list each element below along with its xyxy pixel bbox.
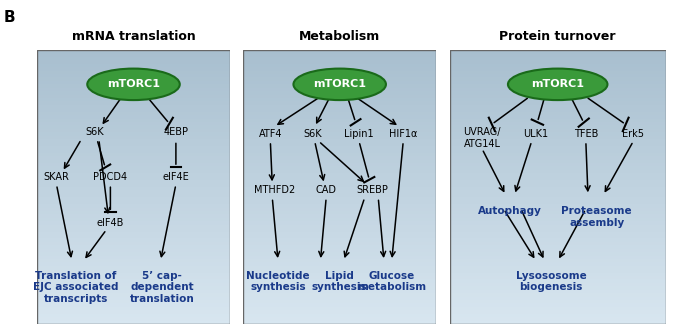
Text: S6K: S6K bbox=[86, 127, 104, 137]
Ellipse shape bbox=[508, 68, 608, 100]
Text: Nucleotide
synthesis: Nucleotide synthesis bbox=[246, 271, 310, 292]
Text: ULK1: ULK1 bbox=[523, 129, 549, 139]
Text: ATF4: ATF4 bbox=[259, 129, 282, 139]
Text: mRNA translation: mRNA translation bbox=[72, 30, 195, 43]
Text: HIF1α: HIF1α bbox=[389, 129, 418, 139]
Text: CAD: CAD bbox=[316, 185, 337, 195]
Text: PDCD4: PDCD4 bbox=[93, 172, 128, 182]
Text: Glucose
metabolism: Glucose metabolism bbox=[357, 271, 427, 292]
Text: UVRAG/
ATG14L: UVRAG/ ATG14L bbox=[463, 127, 501, 149]
Text: 5’ cap-
dependent
translation: 5’ cap- dependent translation bbox=[130, 271, 195, 304]
Ellipse shape bbox=[87, 68, 180, 100]
Text: Protein turnover: Protein turnover bbox=[500, 30, 616, 43]
Text: B: B bbox=[3, 10, 15, 25]
Text: eIF4B: eIF4B bbox=[97, 218, 124, 228]
Text: SREBP: SREBP bbox=[356, 185, 389, 195]
Text: 4EBP: 4EBP bbox=[164, 127, 189, 137]
Text: Lipin1: Lipin1 bbox=[344, 129, 374, 139]
Text: Lipid
synthesis: Lipid synthesis bbox=[312, 271, 368, 292]
Text: S6K: S6K bbox=[304, 129, 322, 139]
Text: Autophagy: Autophagy bbox=[478, 206, 542, 216]
Text: Translation of
EJC associated
transcripts: Translation of EJC associated transcript… bbox=[33, 271, 118, 304]
Text: SKAR: SKAR bbox=[43, 172, 70, 182]
Text: mTORC1: mTORC1 bbox=[313, 79, 366, 89]
Text: MTHFD2: MTHFD2 bbox=[254, 185, 295, 195]
Text: Lysososome
biogenesis: Lysososome biogenesis bbox=[516, 271, 587, 292]
Text: mTORC1: mTORC1 bbox=[531, 79, 584, 89]
Text: Proteasome
assembly: Proteasome assembly bbox=[561, 206, 632, 228]
Text: eIF4E: eIF4E bbox=[162, 172, 189, 182]
Text: Metabolism: Metabolism bbox=[299, 30, 381, 43]
Text: Erk5: Erk5 bbox=[623, 129, 644, 139]
Text: TFEB: TFEB bbox=[574, 129, 598, 139]
Text: mTORC1: mTORC1 bbox=[107, 79, 160, 89]
Ellipse shape bbox=[293, 68, 386, 100]
